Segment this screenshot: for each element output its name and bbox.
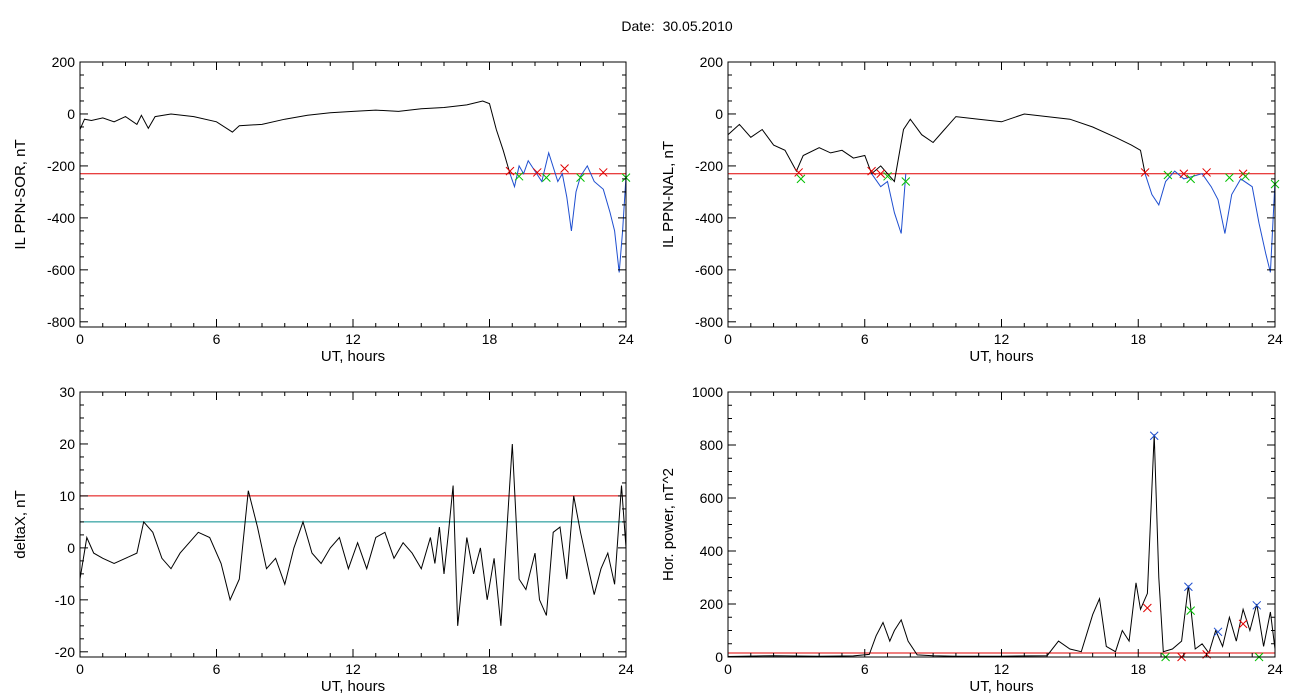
series-line-0 bbox=[79, 443, 627, 626]
panel-hor-power: 0 6 12 18 24 1000 800 600 400 200 0 UT, hours Hor. p… bbox=[660, 384, 1283, 695]
panel-ppn-nal: 0 6 12 18 24 200 0 -200 -400 -600 -800 UT, hours IL … bbox=[660, 54, 1283, 365]
x-tick-label: 0 bbox=[76, 331, 84, 347]
y-tick-label: 0 bbox=[67, 540, 75, 556]
x-tick-label: 0 bbox=[76, 661, 84, 677]
marker-13 bbox=[1241, 171, 1250, 181]
y-tick-label: 200 bbox=[700, 596, 724, 612]
y-axis-label: IL PPN-SOR, nT bbox=[12, 139, 29, 249]
y-tick-label: -600 bbox=[47, 262, 75, 278]
series-line-1 bbox=[1144, 170, 1276, 273]
y-axis-label: deltaX, nT bbox=[12, 490, 29, 558]
marker-5 bbox=[576, 173, 585, 182]
plot-frame bbox=[727, 61, 1276, 328]
marker-9 bbox=[1252, 600, 1262, 610]
marker-9 bbox=[1186, 174, 1196, 184]
x-tick-label: 24 bbox=[1267, 661, 1283, 677]
x-tick-label: 0 bbox=[724, 331, 732, 347]
x-tick-label: 12 bbox=[994, 331, 1010, 347]
marker-6 bbox=[1140, 168, 1150, 177]
marker-1 bbox=[514, 171, 524, 181]
marker-7 bbox=[1163, 170, 1173, 180]
date-label: Date: bbox=[621, 18, 655, 34]
y-tick-label: -800 bbox=[695, 314, 723, 330]
y-tick-label: 0 bbox=[67, 106, 75, 122]
y-tick-label: 400 bbox=[700, 543, 724, 559]
series-line-0 bbox=[727, 434, 1276, 657]
marker-0 bbox=[505, 166, 515, 176]
x-tick-label: 18 bbox=[1130, 661, 1146, 677]
marker-2 bbox=[867, 166, 876, 176]
x-tick-label: 12 bbox=[345, 661, 361, 677]
x-tick-label: 6 bbox=[213, 331, 221, 347]
y-tick-label: 1000 bbox=[692, 384, 723, 400]
marker-1 bbox=[1149, 431, 1159, 441]
marker-3 bbox=[542, 173, 551, 182]
y-tick-label: 200 bbox=[52, 54, 76, 70]
marker-0 bbox=[1143, 603, 1152, 613]
x-tick-label: 24 bbox=[618, 331, 634, 347]
marker-8 bbox=[1179, 169, 1189, 179]
y-tick-label: -20 bbox=[55, 644, 75, 660]
marker-0 bbox=[794, 168, 804, 177]
date-title: Date: 30.05.2010 bbox=[0, 18, 1300, 34]
x-tick-label: 24 bbox=[1267, 331, 1283, 347]
plot-frame bbox=[79, 61, 627, 328]
y-tick-label: 30 bbox=[59, 384, 75, 400]
x-tick-label: 18 bbox=[482, 331, 498, 347]
marker-4 bbox=[883, 171, 892, 181]
y-tick-label: 20 bbox=[59, 436, 75, 452]
y-tick-label: -800 bbox=[47, 314, 75, 330]
y-axis-label: IL PPN-NAL, nT bbox=[660, 141, 677, 248]
marker-6 bbox=[598, 168, 608, 177]
marker-3 bbox=[1184, 582, 1193, 592]
x-tick-label: 6 bbox=[861, 661, 869, 677]
x-tick-label: 18 bbox=[482, 661, 498, 677]
y-axis-label: Hor. power, nT^2 bbox=[660, 468, 677, 581]
date-value: 30.05.2010 bbox=[662, 18, 733, 34]
y-tick-label: 200 bbox=[700, 54, 724, 70]
series-line-2 bbox=[871, 173, 907, 234]
marker-5 bbox=[901, 177, 911, 186]
x-axis-label: UT, hours bbox=[969, 348, 1033, 365]
panel-deltax: 0 6 12 18 24 30 20 10 0 -10 -20 UT, hours deltaX, nT bbox=[12, 384, 634, 695]
y-tick-label: 800 bbox=[700, 437, 724, 453]
marker-4 bbox=[1186, 606, 1196, 615]
x-tick-label: 18 bbox=[1130, 331, 1146, 347]
x-tick-label: 12 bbox=[994, 661, 1010, 677]
marker-8 bbox=[1238, 619, 1248, 629]
x-tick-label: 6 bbox=[213, 661, 221, 677]
marker-10 bbox=[1202, 168, 1211, 177]
y-tick-label: 0 bbox=[715, 106, 723, 122]
x-axis-label: UT, hours bbox=[321, 348, 385, 365]
series-line-1 bbox=[509, 151, 627, 273]
y-tick-label: -200 bbox=[47, 158, 75, 174]
panel-ppn-sor: 0 6 12 18 24 200 0 -200 -400 -600 -800 UT, hours IL … bbox=[12, 54, 634, 365]
x-axis-label: UT, hours bbox=[969, 678, 1033, 695]
x-tick-label: 0 bbox=[724, 661, 732, 677]
y-tick-label: -400 bbox=[695, 210, 723, 226]
marker-3 bbox=[876, 169, 886, 179]
x-tick-label: 12 bbox=[345, 331, 361, 347]
y-tick-label: -400 bbox=[47, 210, 75, 226]
x-tick-label: 6 bbox=[861, 331, 869, 347]
x-axis-label: UT, hours bbox=[321, 678, 385, 695]
series-line-0 bbox=[79, 100, 511, 174]
plot-frame bbox=[79, 391, 627, 658]
x-tick-label: 24 bbox=[618, 661, 634, 677]
y-tick-label: -200 bbox=[695, 158, 723, 174]
marker-1 bbox=[796, 174, 806, 184]
series-line-0 bbox=[727, 113, 1146, 183]
y-tick-label: -600 bbox=[695, 262, 723, 278]
marker-11 bbox=[1225, 173, 1234, 182]
y-tick-label: 600 bbox=[700, 490, 724, 506]
y-tick-label: 10 bbox=[59, 488, 75, 504]
plot-frame bbox=[727, 391, 1276, 658]
y-tick-label: -10 bbox=[55, 592, 75, 608]
y-tick-label: 0 bbox=[715, 649, 723, 665]
marker-7 bbox=[1213, 627, 1223, 637]
marker-2 bbox=[532, 168, 542, 177]
marker-4 bbox=[560, 164, 569, 173]
